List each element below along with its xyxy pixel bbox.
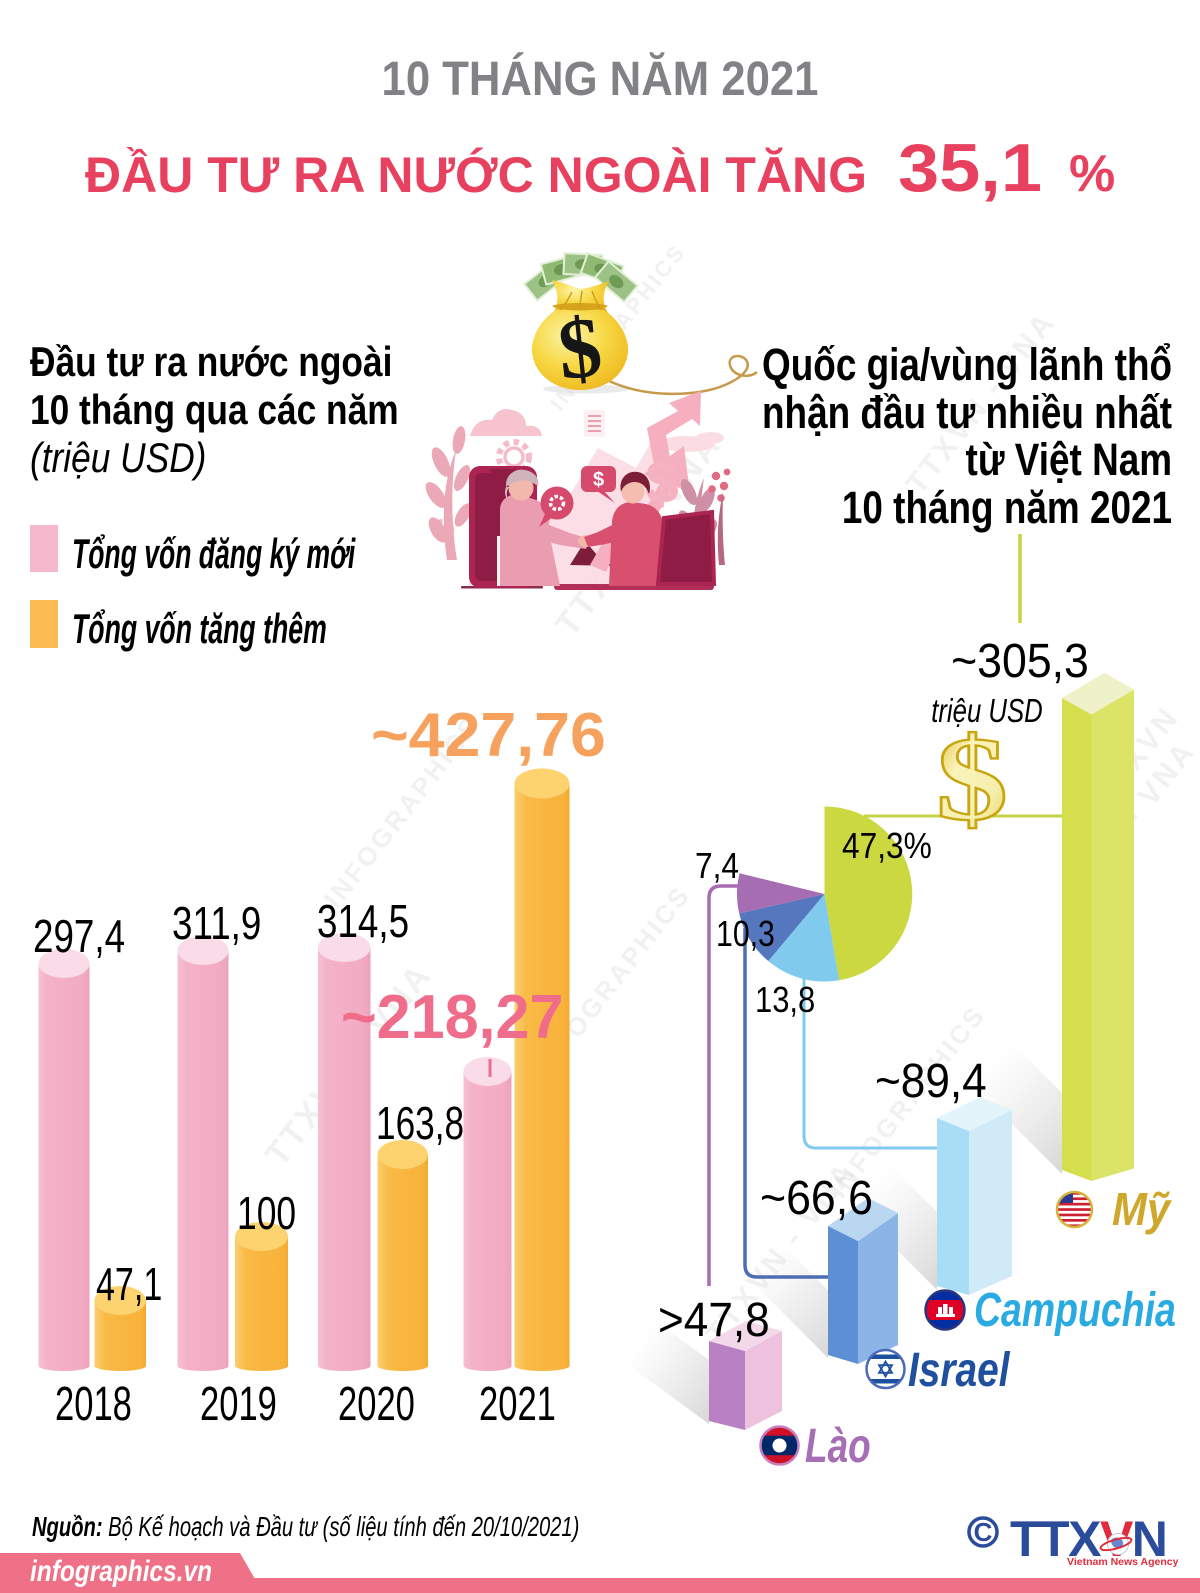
svg-text:$: $ [936,712,1008,845]
svg-text:$: $ [645,449,678,516]
svg-text:TTXVN: TTXVN [1010,1511,1166,1567]
svg-text:$: $ [553,298,606,398]
svg-text:C: C [974,1517,993,1547]
svg-text:Vietnam News Agency: Vietnam News Agency [1067,1556,1179,1568]
svg-text:$: $ [593,469,604,491]
